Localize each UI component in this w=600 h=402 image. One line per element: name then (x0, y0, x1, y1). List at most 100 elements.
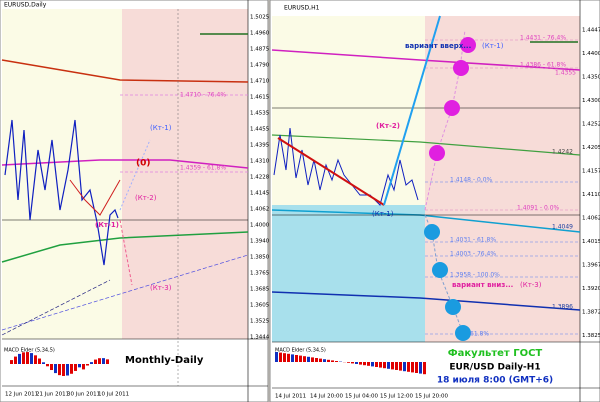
level-label: 1.4049 (552, 224, 573, 231)
price-label: 1.4205 (582, 145, 600, 151)
annotation: (Кт-1) (372, 210, 394, 218)
price-label: 1.4145 (250, 191, 270, 197)
macd-bar (30, 353, 33, 364)
price-label: 1.4015 (582, 239, 600, 245)
macd-bar (415, 362, 418, 373)
price-label: 1.4395 (250, 143, 270, 149)
macd-bar (58, 364, 61, 376)
macd-bar (38, 358, 41, 364)
price-label: 1.3940 (250, 239, 270, 245)
annotation: (Кт-1) (150, 124, 172, 132)
price-label: 1.3444 (250, 335, 270, 341)
date-label: 14 Jul 2011 (275, 394, 306, 400)
bg-zone (272, 205, 425, 342)
macd-bar (46, 364, 49, 367)
annotation: (Кт-3) (150, 284, 172, 292)
caption: Monthly-Daily (125, 355, 204, 366)
macd-bar (54, 364, 57, 374)
macd-bar (102, 358, 105, 364)
macd-bar (66, 364, 69, 376)
macd-bar (363, 362, 366, 366)
macd-label: MACD Elder (5,34,5) (4, 348, 55, 354)
macd-bar (299, 355, 302, 362)
macd-bar (327, 359, 330, 362)
macd-bar (82, 364, 85, 370)
macd-bar (347, 362, 350, 363)
level-label: 1.3958 - 100.0% (450, 272, 500, 279)
macd-bar (287, 353, 290, 362)
macd-bar (70, 364, 73, 374)
caption: EUR/USD Daily-H1 (449, 363, 540, 373)
price-label: 1.5025 (250, 15, 270, 21)
macd-bar (86, 364, 89, 366)
date-label: 21 Jun 2011 (36, 392, 69, 398)
price-label: 1.4875 (250, 47, 270, 53)
macd-bar (399, 362, 402, 371)
macd-bar (295, 355, 298, 362)
right-title: EURUSD,H1 (284, 5, 320, 12)
macd-bar (391, 362, 394, 370)
macd-bar (283, 353, 286, 362)
macd-bar (94, 359, 97, 364)
price-label: 1.4062 (250, 207, 269, 213)
macd-bar (26, 352, 29, 364)
date-label: 14 Jul 20:00 (310, 394, 343, 400)
macd-bar (419, 362, 422, 374)
macd-bar (106, 359, 109, 364)
macd-bar (395, 362, 398, 370)
macd-bar (407, 362, 410, 372)
price-label: 1.4300 (582, 98, 600, 104)
macd-bar (50, 364, 53, 371)
annotation: (Кт-3) (520, 281, 542, 289)
macd-bar (371, 362, 374, 367)
level-label: 1.4431 - 76.4% (520, 35, 566, 42)
annotation: вариант вверх... (405, 42, 471, 50)
price-label: 1.4535 (250, 111, 270, 117)
price-label: 1.4447 (582, 28, 600, 34)
macd-bar (14, 356, 17, 364)
date-label: 12 Jun 2011 (5, 392, 38, 398)
bg-right (425, 16, 580, 342)
level-label: 1.4355 (555, 70, 576, 77)
level-label: 1.4031 - 61.8% (450, 237, 496, 244)
date-label: 30 Jun 2011 (67, 392, 100, 398)
macd-bar (303, 356, 306, 362)
macd-bar (411, 362, 414, 373)
macd-bar (42, 362, 45, 364)
macd-bar (359, 362, 362, 365)
price-label: 1.4790 (250, 63, 270, 69)
macd-bar (74, 364, 77, 371)
date-label: 15 Jul 20:00 (415, 394, 448, 400)
price-label: 1.4710 (250, 79, 270, 85)
macd-bar (387, 362, 390, 369)
level-label: 1.4386 - 61.8% (520, 62, 566, 69)
macd-bar (315, 358, 318, 362)
bg-right (122, 9, 248, 339)
macd-bar (62, 364, 65, 376)
price-label: 1.3967 (582, 263, 600, 269)
macd-bar (98, 358, 101, 364)
left-title: EURUSD,Daily (4, 2, 47, 9)
level-label: 1.4710 - 76.4% (180, 92, 226, 99)
macd-bar (10, 360, 13, 364)
price-label: 1.4455 (250, 127, 270, 133)
price-label: 1.4960 (250, 31, 270, 37)
date-label: 15 Jul 12:00 (380, 394, 413, 400)
macd-bar (331, 360, 334, 362)
macd-bar (275, 352, 278, 362)
macd-bar (423, 362, 426, 375)
macd-bar (351, 362, 354, 364)
macd-bar (90, 362, 93, 364)
macd-bar (78, 364, 81, 368)
price-label: 1.3825 (582, 333, 600, 339)
caption: 18 июля 8:00 (GMT+6) (437, 376, 553, 386)
caption: Факультет ГОСТ (448, 348, 543, 359)
price-label: 1.4252 (582, 122, 600, 128)
annotation: (0) (136, 159, 151, 169)
level-label: 1.4359 - 61.8% (180, 165, 226, 172)
price-label: 1.3605 (250, 303, 270, 309)
macd-bar (311, 357, 314, 362)
macd-bar (307, 356, 310, 362)
macd-bar (375, 362, 378, 367)
